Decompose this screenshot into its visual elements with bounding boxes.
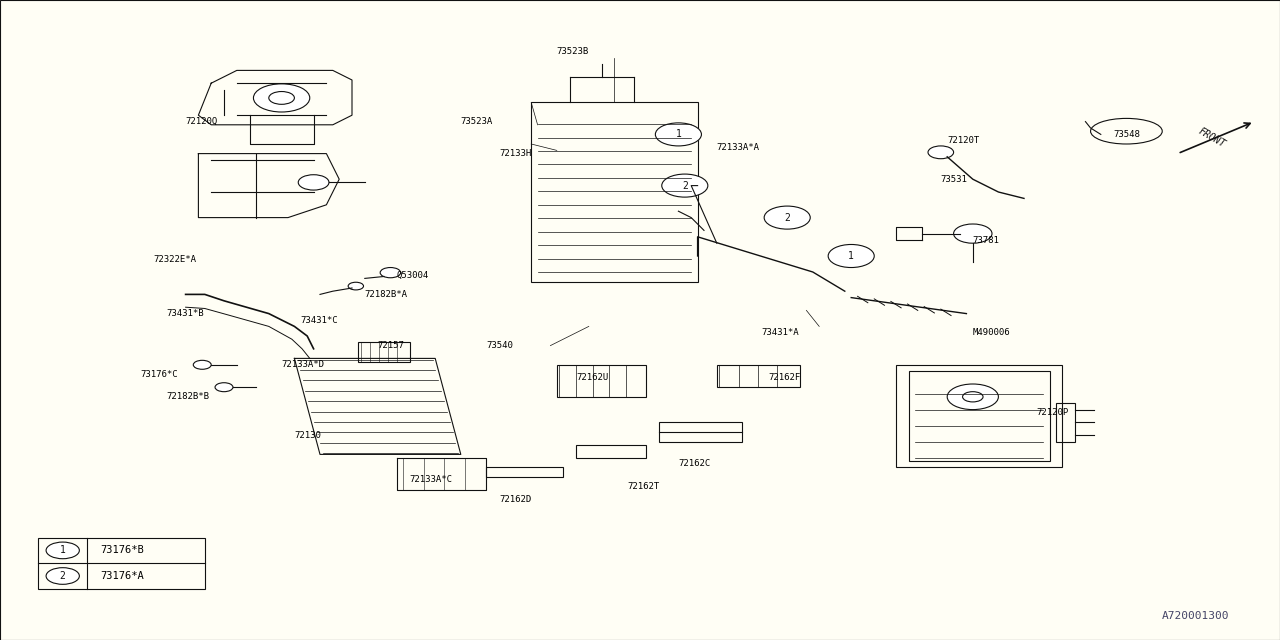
Text: 72162D: 72162D <box>499 495 531 504</box>
Bar <box>358 342 410 362</box>
Circle shape <box>348 282 364 290</box>
Circle shape <box>954 224 992 243</box>
Circle shape <box>380 268 401 278</box>
Text: 72162C: 72162C <box>678 460 710 468</box>
Circle shape <box>928 146 954 159</box>
Text: A720001300: A720001300 <box>1161 611 1229 621</box>
Text: 72133A*C: 72133A*C <box>410 476 453 484</box>
Text: 73431*C: 73431*C <box>301 316 338 324</box>
Text: 73531: 73531 <box>941 175 968 184</box>
Text: 1: 1 <box>60 545 65 556</box>
Text: 72182B*B: 72182B*B <box>166 392 210 401</box>
Text: 72162F: 72162F <box>768 373 800 382</box>
Text: 73176*C: 73176*C <box>141 370 178 379</box>
Text: FRONT: FRONT <box>1197 126 1228 149</box>
Bar <box>38 538 205 589</box>
Bar <box>896 365 1062 467</box>
Text: 1: 1 <box>676 129 681 140</box>
Text: M490006: M490006 <box>973 328 1010 337</box>
Text: 72133A*D: 72133A*D <box>282 360 325 369</box>
Text: 72133H: 72133H <box>499 149 531 158</box>
Text: 1: 1 <box>849 251 854 261</box>
Text: 73176*B: 73176*B <box>100 545 143 556</box>
Bar <box>576 445 646 458</box>
Text: 73781: 73781 <box>973 236 1000 244</box>
Text: 73431*A: 73431*A <box>762 328 799 337</box>
Bar <box>717 365 800 387</box>
Text: 72162T: 72162T <box>627 482 659 491</box>
Text: 73523A: 73523A <box>461 117 493 126</box>
Bar <box>531 102 698 282</box>
Circle shape <box>215 383 233 392</box>
Text: 72133A*A: 72133A*A <box>717 143 760 152</box>
Text: 72182B*A: 72182B*A <box>365 290 408 299</box>
Circle shape <box>46 568 79 584</box>
Text: 2: 2 <box>682 180 687 191</box>
Circle shape <box>193 360 211 369</box>
Circle shape <box>764 206 810 229</box>
Text: 2: 2 <box>60 571 65 581</box>
Text: 73523B: 73523B <box>557 47 589 56</box>
Text: 72120Q: 72120Q <box>186 117 218 126</box>
Text: 73548: 73548 <box>1114 130 1140 139</box>
Circle shape <box>963 392 983 402</box>
Text: 72120T: 72120T <box>947 136 979 145</box>
Circle shape <box>947 384 998 410</box>
Text: 72157: 72157 <box>378 341 404 350</box>
Circle shape <box>828 244 874 268</box>
Text: 72130: 72130 <box>294 431 321 440</box>
Bar <box>659 422 742 442</box>
Circle shape <box>46 542 79 559</box>
Text: 72162U: 72162U <box>576 373 608 382</box>
Text: 73431*B: 73431*B <box>166 309 204 318</box>
Text: 72120P: 72120P <box>1037 408 1069 417</box>
Text: Q53004: Q53004 <box>397 271 429 280</box>
Text: 73540: 73540 <box>486 341 513 350</box>
Text: 2: 2 <box>785 212 790 223</box>
Bar <box>486 467 563 477</box>
Bar <box>1056 403 1075 442</box>
Bar <box>909 371 1050 461</box>
Text: 73176*A: 73176*A <box>100 571 143 581</box>
Circle shape <box>298 175 329 190</box>
Text: 72322E*A: 72322E*A <box>154 255 197 264</box>
Bar <box>557 365 646 397</box>
Circle shape <box>269 92 294 104</box>
Circle shape <box>662 174 708 197</box>
Circle shape <box>655 123 701 146</box>
Circle shape <box>253 84 310 112</box>
